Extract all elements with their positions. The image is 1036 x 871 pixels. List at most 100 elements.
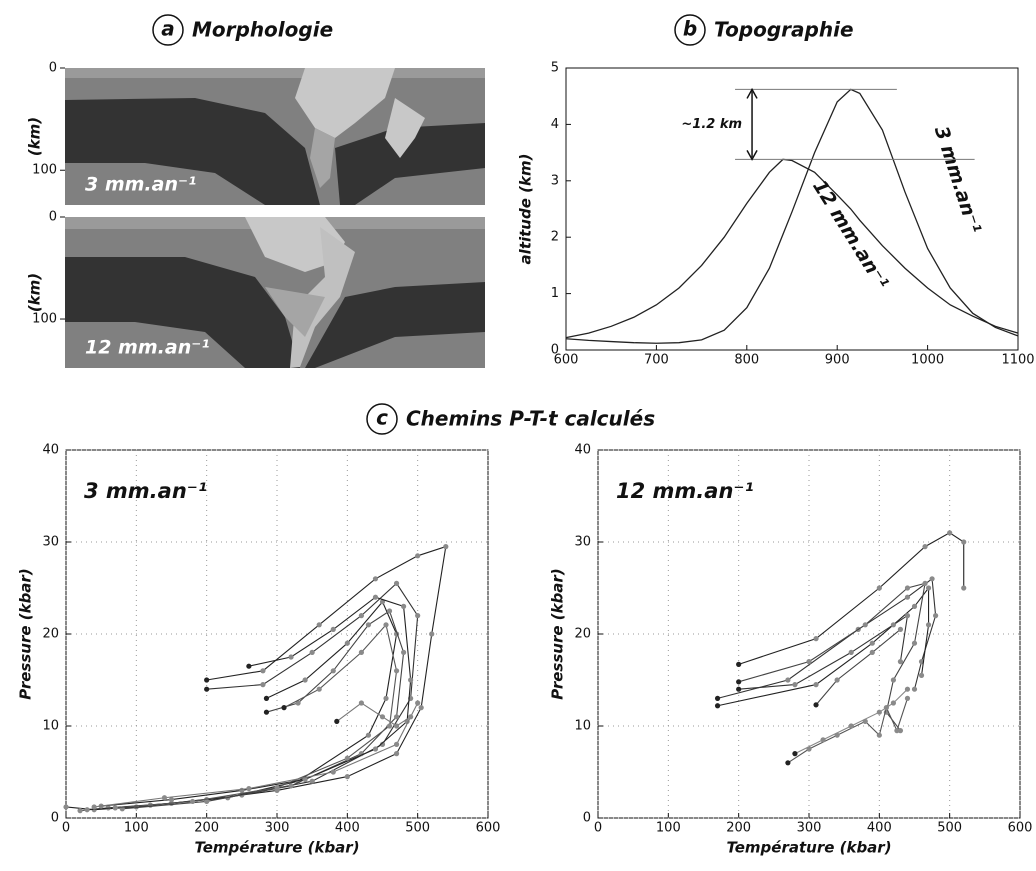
pt-point	[379, 714, 386, 720]
panel-title: Morphologie	[192, 18, 333, 42]
pt-point	[372, 576, 379, 582]
pt-point	[429, 631, 435, 637]
y-tick-label: 100	[32, 312, 57, 327]
x-tick-label: 1100	[1001, 353, 1034, 368]
pt-point	[316, 686, 322, 692]
y-tick-label: 20	[574, 627, 591, 642]
y-axis-label: Pressure (kbar)	[17, 568, 35, 699]
curve	[565, 88, 1019, 344]
pt-point	[393, 741, 400, 748]
pt-point	[813, 636, 819, 642]
x-tick-label: 800	[734, 353, 759, 368]
pt-point	[263, 695, 270, 702]
pt-point	[330, 769, 336, 775]
pt-point	[288, 654, 294, 660]
panel-badge	[674, 14, 706, 46]
x-tick-label: 400	[335, 821, 360, 836]
pt-path	[794, 688, 908, 755]
panel-letter: a	[161, 17, 175, 41]
pt-point	[904, 594, 911, 600]
pt-point	[274, 785, 280, 791]
pt-point	[358, 700, 364, 706]
pt-point	[418, 705, 424, 711]
pt-point	[933, 613, 939, 619]
x-tick-label: 0	[62, 821, 70, 836]
section-image	[65, 68, 485, 205]
y-axis-label: Pressure (kbar)	[549, 568, 567, 699]
pt-point	[316, 622, 322, 628]
pt-point	[785, 760, 791, 766]
pt-point	[383, 695, 389, 702]
annotation: ~1.2 km	[681, 117, 742, 132]
pt-point	[929, 576, 935, 582]
pt-point	[302, 677, 308, 683]
panel-title: Chemins P-T-t calculés	[406, 407, 655, 431]
pt-point	[848, 723, 854, 729]
pt-point	[736, 686, 742, 692]
pt-point	[890, 677, 897, 683]
pt-point	[876, 732, 882, 738]
pt-point	[393, 723, 400, 729]
x-tick-label: 0	[594, 821, 602, 836]
pt-point	[785, 677, 791, 683]
pt-point	[365, 622, 372, 628]
pt-point	[246, 785, 252, 792]
pt-path	[115, 623, 398, 809]
pt-point	[904, 613, 911, 619]
pt-point	[897, 659, 904, 665]
pt-point	[204, 798, 210, 805]
pt-point	[204, 677, 210, 683]
pt-point	[393, 714, 400, 720]
pt-point	[911, 603, 918, 610]
y-axis-label: (km)	[26, 273, 44, 312]
pt-point	[904, 585, 911, 591]
pt-point	[961, 585, 967, 591]
pt-point	[401, 603, 407, 610]
x-tick-label: 300	[797, 821, 822, 836]
pt-point	[246, 663, 252, 669]
pt-point	[813, 682, 819, 688]
plot-frame	[565, 67, 1019, 351]
plot-title: 3 mm.an⁻¹	[84, 479, 207, 503]
pt-point	[309, 649, 315, 656]
curve	[565, 158, 1019, 339]
x-tick-label: 400	[867, 821, 892, 836]
pt-point	[263, 709, 270, 715]
pt-point	[330, 668, 336, 674]
x-tick-label: 600	[476, 821, 501, 836]
pt-point	[922, 580, 928, 587]
pt-point	[112, 805, 118, 811]
y-tick-label: 100	[32, 163, 57, 178]
pt-point	[393, 751, 400, 757]
pt-point	[91, 804, 97, 810]
pt-path	[80, 582, 419, 812]
pt-point	[904, 695, 911, 702]
pt-point	[918, 672, 925, 679]
pt-point	[443, 544, 449, 550]
y-tick-label: 2	[551, 230, 559, 245]
pt-point	[344, 774, 350, 780]
pt-point	[168, 797, 175, 803]
y-tick-label: 20	[42, 627, 59, 642]
pt-path	[101, 596, 412, 807]
y-tick-label: 0	[49, 61, 57, 76]
pt-point	[309, 778, 315, 784]
pt-point	[947, 530, 953, 536]
pt-point	[813, 702, 819, 708]
pt-point	[806, 659, 812, 665]
pt-point	[358, 649, 364, 656]
pt-point	[894, 728, 900, 734]
pt-point	[386, 723, 393, 729]
pt-path	[738, 582, 926, 731]
pt-point	[393, 580, 400, 587]
pt-point	[876, 709, 882, 715]
pt-point	[288, 783, 294, 789]
pt-point	[736, 679, 742, 685]
pt-point	[415, 700, 421, 706]
x-tick-label: 100	[124, 821, 149, 836]
pt-point	[383, 622, 389, 628]
pt-point	[344, 755, 350, 761]
pt-point	[379, 741, 386, 748]
pt-point	[204, 686, 210, 692]
